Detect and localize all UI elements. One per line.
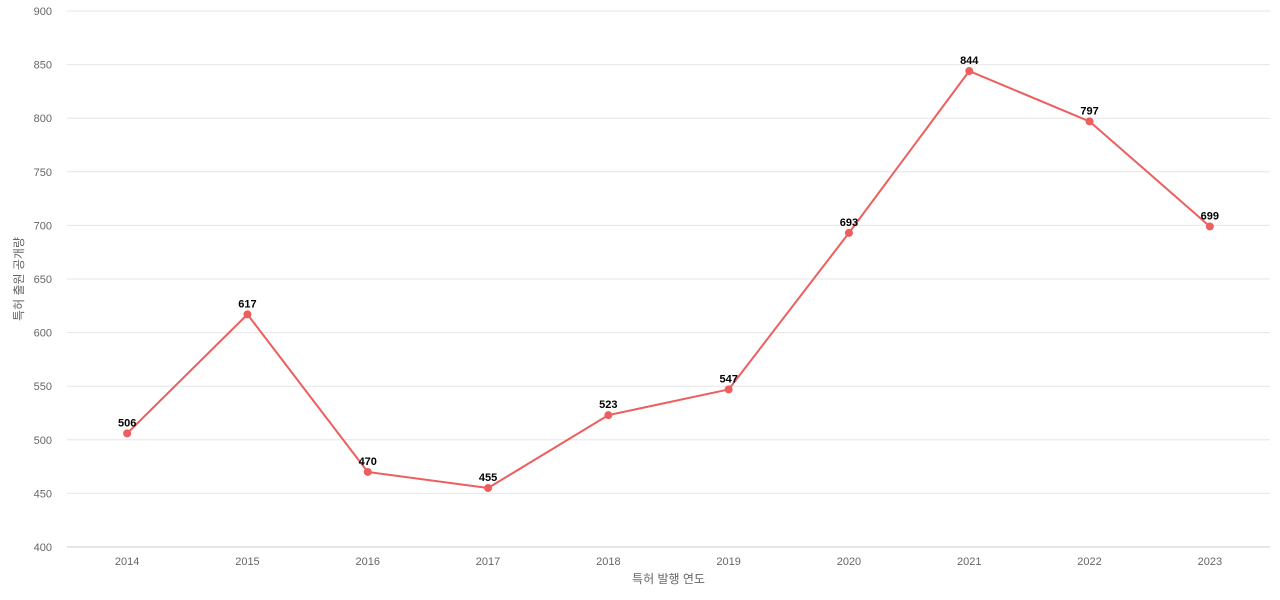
y-tick-label: 450 <box>34 488 52 500</box>
data-point[interactable] <box>243 310 252 319</box>
data-label: 617 <box>238 298 256 310</box>
data-label: 797 <box>1080 105 1098 117</box>
grid-lines <box>67 10 1270 494</box>
data-point[interactable] <box>965 67 974 76</box>
data-point[interactable] <box>484 484 493 493</box>
data-point[interactable] <box>604 411 613 420</box>
data-label: 506 <box>118 417 136 429</box>
x-tick-label: 2017 <box>476 556 500 568</box>
data-label: 547 <box>719 373 737 385</box>
series-line <box>126 70 1211 490</box>
data-label: 693 <box>840 217 858 229</box>
y-tick-label: 750 <box>34 167 52 179</box>
y-tick-label: 600 <box>34 328 52 340</box>
data-label: 455 <box>479 472 497 484</box>
y-tick-label: 500 <box>34 435 52 447</box>
data-label: 523 <box>599 399 617 411</box>
y-axis-title: 특허 출원 공개량 <box>12 237 26 321</box>
series-layer <box>126 70 1211 490</box>
x-tick-label: 2020 <box>837 556 861 568</box>
data-points <box>123 67 1214 493</box>
y-axis-ticks: 400 450 500 550 600 650 700 750 800 850 900 <box>34 6 52 554</box>
x-tick-label: 2019 <box>716 556 740 568</box>
data-label: 470 <box>359 456 377 468</box>
data-point[interactable] <box>724 385 733 394</box>
y-tick-label: 850 <box>34 60 52 72</box>
y-tick-label: 650 <box>34 274 52 286</box>
y-tick-label: 550 <box>34 381 52 393</box>
x-axis-title: 특허 발행 연도 <box>632 571 705 586</box>
data-labels: 506 617 470 455 523 547 693 844 797 699 <box>118 55 1219 484</box>
y-tick-label: 900 <box>34 6 52 18</box>
x-axis-ticks: 2014 2015 2016 2017 2018 2019 2020 2021 2022 2023 <box>115 556 1222 568</box>
data-point[interactable] <box>1205 222 1214 231</box>
x-tick-label: 2015 <box>235 556 259 568</box>
data-label: 844 <box>960 55 979 67</box>
y-tick-label: 400 <box>34 542 52 554</box>
data-point[interactable] <box>123 429 132 438</box>
data-point[interactable] <box>363 467 372 476</box>
y-tick-label: 700 <box>34 220 52 232</box>
x-tick-label: 2022 <box>1077 556 1101 568</box>
x-tick-label: 2014 <box>115 556 139 568</box>
x-tick-label: 2018 <box>596 556 620 568</box>
x-tick-label: 2023 <box>1198 556 1222 568</box>
data-point[interactable] <box>844 228 853 237</box>
x-tick-label: 2021 <box>957 556 981 568</box>
x-tick-label: 2016 <box>356 556 380 568</box>
y-tick-label: 800 <box>34 113 52 125</box>
data-point[interactable] <box>1085 117 1094 126</box>
data-label: 699 <box>1201 210 1219 222</box>
